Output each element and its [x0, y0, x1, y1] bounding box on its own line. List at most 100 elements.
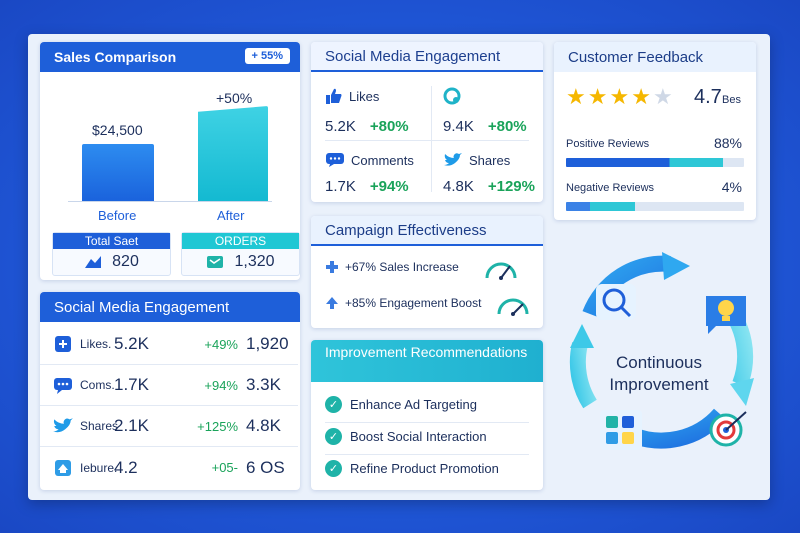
- negative-progress: [566, 202, 744, 211]
- campaign-title: Campaign Effectiveness: [325, 221, 487, 239]
- social-divider-vertical: [431, 86, 432, 192]
- engagement-boost-text: +85% Engagement Boost: [345, 296, 482, 310]
- after-label: After: [217, 208, 245, 223]
- row-name: Coms.: [80, 378, 115, 392]
- orders-icon: [206, 255, 224, 269]
- row-total: 3.3K: [246, 375, 281, 394]
- row-change: +05-: [211, 460, 238, 475]
- comments-label: Comments: [351, 152, 414, 168]
- recommendation-text: Enhance Ad Targeting: [350, 397, 477, 412]
- list-item: Coms. 1.7K +94% 3.3K: [40, 365, 298, 406]
- positive-progress: [566, 158, 744, 167]
- social-list-header: Social Media Engagement: [40, 292, 300, 322]
- recommendations-title: Improvement Recommendations: [325, 344, 528, 360]
- list-item: Shares 2.1K +125% 4.8K: [40, 406, 298, 447]
- sales-comparison-title: Sales Comparison: [54, 49, 177, 65]
- cycle-arrows-icon: [569, 252, 754, 450]
- check-icon: ✓: [325, 460, 342, 477]
- likes-row-icon: [52, 333, 74, 355]
- positive-progress-fill: [566, 158, 723, 167]
- campaign-header: Campaign Effectiveness: [311, 216, 543, 246]
- share-metric: 9.4K +80%: [443, 86, 543, 135]
- customer-feedback-title: Customer Feedback: [568, 48, 704, 66]
- sales-bar-area: $24,500 +50%: [40, 72, 300, 202]
- social-list-title: Social Media Engagement: [54, 298, 230, 316]
- shares-change: +129%: [487, 178, 535, 195]
- positive-label: Positive Reviews: [566, 138, 650, 150]
- list-item: Likes. 5.2K +49% 1,920: [40, 324, 298, 365]
- bird-row-icon: [52, 415, 74, 437]
- sales-comparison-card: Sales Comparison + 55% $24,500 +50% Befo…: [40, 42, 300, 280]
- negative-progress-fill: [566, 202, 636, 211]
- social-divider-horizontal: [325, 140, 529, 141]
- likes-value: 5.2K: [325, 118, 356, 135]
- divider: [325, 422, 529, 423]
- shares-metric: Shares 4.8K +129%: [443, 150, 543, 196]
- thumbs-up-icon: [325, 87, 343, 105]
- cycle-title: Continuous Improvement: [594, 352, 724, 396]
- bird-icon: [443, 152, 463, 168]
- before-value: $24,500: [92, 122, 143, 138]
- row-total: 4.8K: [246, 416, 281, 435]
- star-icon: ★: [609, 84, 630, 109]
- trend-icon: [84, 255, 102, 269]
- recommendations-card: Improvement Recommendations ✓ Enhance Ad…: [311, 340, 543, 490]
- continuous-improvement-cycle: Continuous Improvement: [550, 234, 764, 454]
- likes-label: Likes: [349, 88, 380, 104]
- cycle-title-line1: Continuous: [615, 353, 702, 372]
- social-engagement-list-card: Social Media Engagement Likes. 5.2K +49%…: [40, 292, 300, 490]
- comments-change: +94%: [369, 178, 409, 195]
- customer-feedback-card: Customer Feedback ★ ★ ★ ★ ★ 4.7 Bes Positive…: [554, 42, 756, 220]
- list-item: Iebure. 4.2 +05- 6 OS: [40, 447, 298, 488]
- total-label: Total Saet: [53, 233, 170, 249]
- star-icon: ★: [587, 84, 608, 109]
- row-change: +94%: [204, 377, 238, 393]
- sales-growth-badge: + 55%: [244, 48, 290, 64]
- row-value: 4.2: [114, 457, 138, 477]
- comments-metric: Comments 1.7K +94%: [325, 150, 441, 196]
- likes-change: +80%: [369, 118, 409, 135]
- share-value: 9.4K: [443, 118, 474, 135]
- row-total: 1,920: [246, 334, 289, 353]
- sales-increase-text: +67% Sales Increase: [345, 260, 459, 274]
- check-icon: ✓: [325, 428, 342, 445]
- divider: [325, 454, 529, 455]
- social-engagement-title: Social Media Engagement: [325, 47, 501, 65]
- after-change: +50%: [216, 90, 253, 106]
- share-change: +80%: [487, 118, 527, 135]
- gauge-icon-2: [495, 292, 531, 316]
- engagement-boost-row: +85% Engagement Boost: [325, 296, 481, 310]
- customer-feedback-header: Customer Feedback: [554, 42, 756, 72]
- row-value: 2.1K: [114, 416, 149, 435]
- orders-label: ORDERS: [182, 233, 299, 249]
- row-change: +49%: [204, 336, 238, 352]
- after-bar: [198, 106, 268, 202]
- gauge-icon-1: [483, 256, 519, 280]
- comment-icon: [325, 152, 345, 168]
- row-total: 6 OS: [246, 457, 285, 477]
- bar-baseline: [68, 201, 272, 202]
- social-engagement-header: Social Media Engagement: [311, 42, 543, 72]
- check-icon: ✓: [325, 396, 342, 413]
- rating-value: 4.7: [694, 86, 722, 108]
- row-name: Shares: [80, 419, 119, 433]
- sales-increase-row: +67% Sales Increase: [325, 260, 459, 274]
- star-icon: ★: [566, 84, 586, 109]
- total-stat-box: Total Saet 820: [52, 232, 171, 276]
- row-name: Likes.: [80, 337, 112, 351]
- negative-label: Negative Reviews: [566, 182, 655, 194]
- row-value: 1.7K: [114, 375, 149, 394]
- star-rating: ★ ★ ★ ★ ★: [566, 84, 673, 110]
- before-bar: [82, 144, 154, 202]
- negative-value: 4%: [721, 179, 742, 195]
- comments-value: 1.7K: [325, 178, 356, 195]
- campaign-effectiveness-card: Campaign Effectiveness +67% Sales Increa…: [311, 216, 543, 328]
- orders-value: 1,320: [234, 253, 275, 270]
- orders-stat-box: ORDERS 1,320: [181, 232, 300, 276]
- star-icon: ★: [631, 84, 651, 109]
- recommendation-item: ✓ Refine Product Promotion: [325, 460, 499, 477]
- row-value: 5.2K: [114, 334, 149, 353]
- plus-icon: [325, 260, 339, 274]
- positive-value: 88%: [713, 135, 742, 151]
- before-label: Before: [98, 208, 137, 223]
